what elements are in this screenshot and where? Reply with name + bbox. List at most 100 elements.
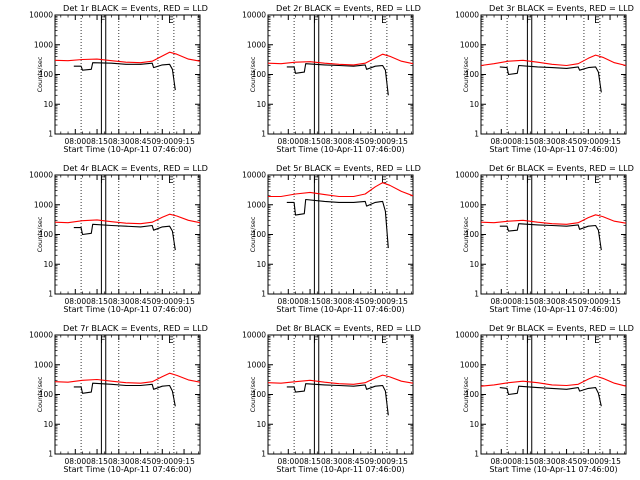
chart-title: Det 5r BLACK = Events, RED = LLD [276,163,421,173]
x-tick-label: 08:45 [556,137,578,146]
event-marker-label: F [100,16,105,26]
x-tick-label: 08:45 [343,297,365,306]
x-tick-label: 09:15 [386,457,408,466]
x-tick-label: 08:00 [64,457,86,466]
event-marker-label: E [381,16,387,26]
events-series-line [73,382,176,407]
event-marker-label: F [100,176,105,186]
x-tick-label: 08:15 [86,457,108,466]
x-axis-label: Start Time (10-Apr-11 07:46:00) [276,305,404,314]
y-axis-label: Counts/sec [462,376,470,412]
detector-chart: Det 8r BLACK = Events, RED = LLD 1 10 100 10… [242,323,421,474]
plot-frame [480,174,627,295]
detector-chart: Det 4r BLACK = Events, RED = LLD 1 10 100 10… [29,163,208,314]
y-tick-label: 10000 [29,171,53,180]
y-tick-label: 10000 [242,171,266,180]
x-tick-label: 08:30 [321,297,343,306]
y-tick-label: 1 [474,130,479,139]
y-tick-label: 10 [469,420,479,429]
y-tick-label: 10000 [455,11,479,20]
x-tick-label: 08:30 [321,137,343,146]
x-tick-label: 08:00 [490,297,512,306]
x-axis-label: Start Time (10-Apr-11 07:46:00) [489,465,617,474]
y-tick-label: 10 [43,260,53,269]
y-tick-label: 10000 [455,171,479,180]
lld-series-line [267,53,414,66]
x-tick-label: 08:30 [534,457,556,466]
x-tick-label: 08:30 [108,137,130,146]
y-axis-label: Counts/sec [36,216,44,252]
y-tick-label: 100 [39,390,54,399]
event-marker-label: F [526,336,531,346]
y-tick-label: 1 [261,130,266,139]
x-tick-label: 09:15 [599,457,621,466]
y-tick-label: 100 [465,70,480,79]
y-tick-label: 1000 [34,40,53,49]
x-tick-label: 08:00 [490,137,512,146]
plot-frame [267,14,414,135]
chart-title: Det 1r BLACK = Events, RED = LLD [63,3,208,13]
y-tick-label: 1 [474,450,479,459]
y-tick-label: 1 [261,290,266,299]
x-tick-label: 08:45 [130,297,152,306]
events-series-line [499,223,602,251]
y-tick-label: 1000 [460,40,479,49]
x-tick-label: 09:00 [364,297,386,306]
x-tick-label: 08:15 [299,297,321,306]
y-tick-label: 100 [252,70,267,79]
chart-title: Det 8r BLACK = Events, RED = LLD [276,323,421,333]
event-marker-label: E [594,176,600,186]
y-tick-label: 1 [474,290,479,299]
y-tick-label: 10 [43,100,53,109]
y-tick-label: 10 [256,420,266,429]
lld-series-line [54,372,201,384]
x-axis-label: Start Time (10-Apr-11 07:46:00) [489,305,617,314]
y-tick-label: 10 [469,100,479,109]
chart-title: Det 2r BLACK = Events, RED = LLD [276,3,421,13]
event-marker-label: E [168,176,174,186]
x-tick-label: 08:45 [556,297,578,306]
x-tick-label: 09:15 [173,457,195,466]
plot-frame [480,334,627,455]
x-tick-label: 08:30 [534,297,556,306]
event-marker-label: E [381,176,387,186]
chart-title: Det 3r BLACK = Events, RED = LLD [489,3,634,13]
x-tick-label: 08:15 [299,457,321,466]
x-tick-label: 08:15 [512,457,534,466]
x-axis-label: Start Time (10-Apr-11 07:46:00) [276,465,404,474]
y-tick-label: 1000 [34,360,53,369]
y-tick-label: 10 [43,420,53,429]
x-tick-label: 08:00 [64,137,86,146]
x-tick-label: 08:15 [86,137,108,146]
y-axis-label: Counts/sec [462,56,470,92]
x-tick-label: 08:15 [512,137,534,146]
event-marker-label: F [526,176,531,186]
x-tick-label: 09:15 [599,137,621,146]
plot-frame [267,174,414,295]
detector-chart: Det 5r BLACK = Events, RED = LLD 1 10 100 10… [242,163,421,314]
y-tick-label: 1 [48,450,53,459]
x-tick-label: 09:00 [577,297,599,306]
y-axis-label: Counts/sec [36,376,44,412]
y-tick-label: 10000 [29,11,53,20]
y-tick-label: 100 [39,70,54,79]
x-axis-label: Start Time (10-Apr-11 07:46:00) [276,145,404,154]
events-series-line [286,383,389,416]
detector-chart: Det 6r BLACK = Events, RED = LLD 1 10 100 10… [455,163,634,314]
y-axis-label: Counts/sec [462,216,470,252]
x-tick-label: 08:45 [130,137,152,146]
detector-chart: Det 1r BLACK = Events, RED = LLD 1 10 100 10… [29,3,208,154]
y-tick-label: 10000 [455,331,479,340]
y-tick-label: 100 [465,390,480,399]
events-series-line [286,198,389,249]
x-tick-label: 08:45 [343,457,365,466]
y-tick-label: 10000 [29,331,53,340]
y-tick-label: 1000 [247,360,266,369]
y-tick-label: 1 [48,130,53,139]
detector-chart: Det 2r BLACK = Events, RED = LLD 1 10 100 10… [242,3,421,154]
x-tick-label: 08:00 [64,297,86,306]
plot-frame [54,334,201,455]
y-tick-label: 1000 [460,360,479,369]
x-tick-label: 09:00 [577,137,599,146]
x-tick-label: 09:00 [151,137,173,146]
